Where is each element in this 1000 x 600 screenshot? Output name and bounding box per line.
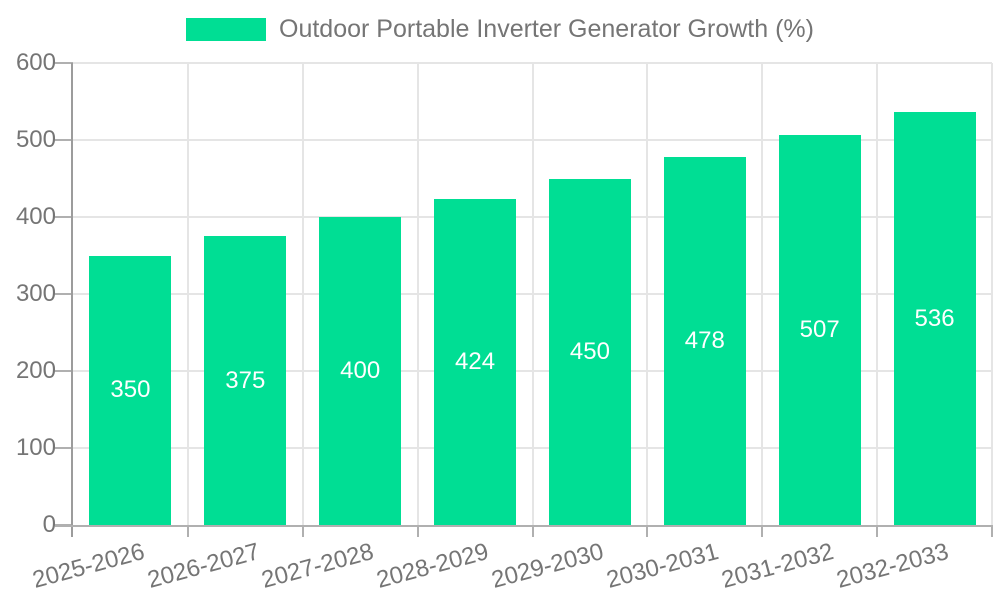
bar[interactable] <box>319 217 402 525</box>
bar[interactable] <box>663 156 746 525</box>
x-axis-category-label: 2030-2031 <box>603 538 722 594</box>
y-axis-tick <box>55 447 73 449</box>
x-axis-tick <box>991 525 993 537</box>
x-axis-category-label: 2031-2032 <box>718 538 837 594</box>
x-axis-category-label: 2028-2029 <box>373 538 492 594</box>
bar-value-label: 375 <box>225 366 266 394</box>
bar-value-label: 478 <box>684 326 725 354</box>
y-axis-line <box>71 63 73 537</box>
y-axis-tick-label: 500 <box>15 126 56 153</box>
y-axis-tick <box>55 62 73 64</box>
bar-value-label: 507 <box>799 315 840 343</box>
bar-value-label: 400 <box>340 357 381 384</box>
y-axis-tick-label: 300 <box>15 280 56 307</box>
legend-swatch <box>186 18 267 41</box>
bar-value-label: 350 <box>110 376 151 404</box>
bar-value-label: 536 <box>914 304 955 332</box>
x-gridline <box>301 63 304 525</box>
legend-label: Outdoor Portable Inverter Generator Grow… <box>279 15 814 43</box>
x-axis-line <box>55 525 992 527</box>
bar[interactable] <box>204 236 287 525</box>
y-axis-tick-label: 200 <box>15 357 56 384</box>
x-gridline <box>761 63 764 525</box>
bar[interactable] <box>893 112 976 525</box>
y-axis-tick <box>55 216 73 218</box>
y-axis-tick-label: 400 <box>15 203 56 230</box>
bar-value-label: 424 <box>455 347 496 375</box>
x-axis-tick <box>876 525 879 537</box>
chart-legend[interactable]: Outdoor Portable Inverter Generator Grow… <box>0 15 1000 44</box>
bar[interactable] <box>89 255 172 525</box>
x-axis-category-label: 2029-2030 <box>488 538 607 594</box>
x-gridline <box>876 63 879 525</box>
y-axis-tick <box>55 370 73 372</box>
x-axis-category-label: 2025-2026 <box>29 538 148 594</box>
y-axis-tick-label: 100 <box>15 434 56 461</box>
x-axis-category-label: 2032-2033 <box>833 538 952 594</box>
x-gridline <box>646 63 649 525</box>
bar[interactable] <box>548 178 631 525</box>
x-gridline <box>416 63 419 525</box>
bar-value-label: 450 <box>569 337 610 365</box>
x-axis-tick <box>186 525 189 537</box>
x-gridline <box>531 63 534 525</box>
x-axis-tick <box>416 525 419 537</box>
x-gridline <box>186 63 189 525</box>
y-axis-tick <box>55 139 73 141</box>
y-axis-tick <box>55 293 73 295</box>
y-axis-tick-label: 600 <box>15 49 56 76</box>
x-axis-category-label: 2026-2027 <box>144 538 263 594</box>
bar[interactable] <box>778 134 861 525</box>
bar[interactable] <box>434 198 517 525</box>
x-axis-tick <box>301 525 304 537</box>
x-axis-tick <box>646 525 649 537</box>
y-axis-tick-label: 0 <box>42 511 56 538</box>
x-gridline <box>991 63 993 525</box>
x-axis-tick <box>761 525 764 537</box>
x-axis-category-label: 2027-2028 <box>259 538 377 594</box>
x-axis-tick <box>531 525 534 537</box>
